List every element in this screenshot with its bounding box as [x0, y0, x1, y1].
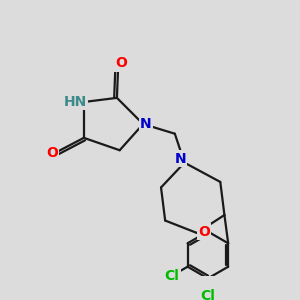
- Text: HN: HN: [64, 95, 87, 109]
- Text: Cl: Cl: [165, 269, 179, 283]
- Text: N: N: [140, 117, 152, 131]
- Text: Cl: Cl: [200, 290, 215, 300]
- Text: O: O: [46, 146, 58, 160]
- Text: N: N: [175, 152, 186, 166]
- Text: O: O: [198, 225, 210, 238]
- Text: O: O: [115, 56, 127, 70]
